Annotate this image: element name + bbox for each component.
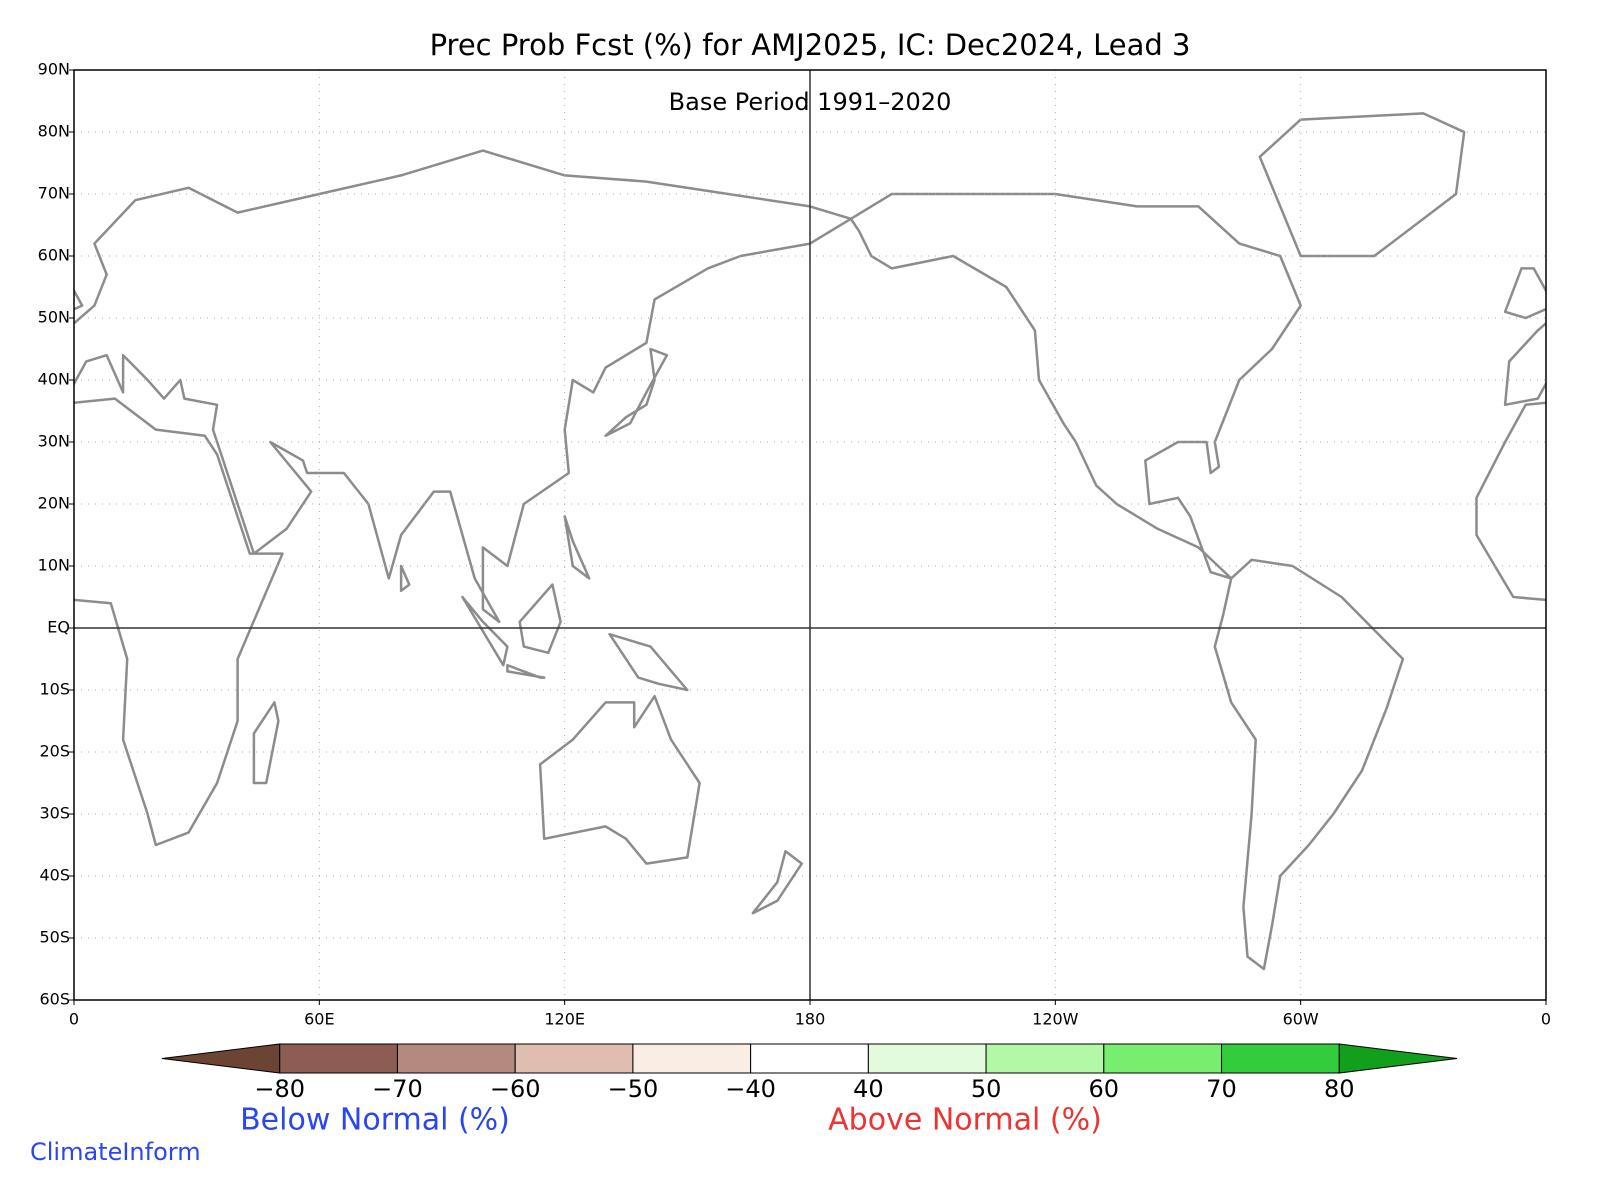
y-tick-label: 20N (38, 494, 70, 513)
below-normal-label: Below Normal (%) (240, 1103, 510, 1138)
coastline (563, 515, 591, 580)
colorbar-label: −60 (490, 1075, 541, 1103)
colorbar-box (514, 1043, 634, 1074)
colorbar-label: 50 (971, 1075, 1002, 1103)
coastline (1258, 112, 1466, 258)
colorbar-box (1221, 1043, 1340, 1074)
coastline (538, 694, 701, 865)
map-title: Prec Prob Fcst (%) for AMJ2025, IC: Dec2… (430, 28, 1191, 62)
y-tick-label: 50N (38, 308, 70, 327)
coastline (461, 595, 509, 667)
y-tick-label: 30S (39, 804, 70, 823)
coastline (608, 632, 689, 692)
x-tick-label: 120E (544, 1010, 585, 1029)
coastline (751, 849, 804, 915)
y-tick-label: 40S (39, 866, 70, 885)
colorbar-box (750, 1043, 869, 1074)
credit: ClimateInform (30, 1138, 201, 1166)
coastline (252, 701, 280, 785)
x-tick-label: 180 (795, 1010, 826, 1029)
map-frame (73, 69, 1547, 1001)
colorbar-label: −50 (608, 1075, 659, 1103)
colorbar-label: 60 (1089, 1075, 1120, 1103)
y-tick-label: 60N (38, 246, 70, 265)
above-normal-label: Above Normal (%) (828, 1103, 1102, 1138)
coastline (74, 397, 284, 847)
colorbar-box (867, 1043, 987, 1074)
coastline (849, 192, 1302, 580)
coastline (74, 149, 853, 624)
x-tick-label: 0 (69, 1010, 79, 1029)
colorbar-box (396, 1043, 516, 1074)
y-tick-label: EQ (47, 618, 70, 637)
colorbar-box (279, 1043, 398, 1074)
y-tick-label: 10N (38, 556, 70, 575)
coastline (1475, 401, 1546, 602)
colorbar-label: −40 (725, 1075, 776, 1103)
colorbar-label: −80 (254, 1075, 305, 1103)
x-tick-label: 0 (1541, 1010, 1551, 1029)
x-tick-label: 120W (1032, 1010, 1079, 1029)
coastline (604, 347, 669, 438)
y-tick-label: 50S (39, 928, 70, 947)
x-tick-label: 60E (304, 1010, 334, 1029)
colorbar-box (632, 1043, 752, 1074)
coastline (518, 583, 562, 655)
y-tick-label: 90N (38, 60, 70, 79)
y-tick-label: 10S (39, 680, 70, 699)
coastline (506, 663, 546, 679)
y-tick-label: 20S (39, 742, 70, 761)
colorbar-label: 80 (1324, 1075, 1355, 1103)
y-tick-label: 30N (38, 432, 70, 451)
y-tick-label: 40N (38, 370, 70, 389)
coastline (1503, 321, 1546, 407)
colorbar-arrow-low (161, 1043, 281, 1074)
colorbar-arrow-high (1338, 1043, 1458, 1074)
colorbar-label: 40 (853, 1075, 884, 1103)
y-tick-label: 60S (39, 990, 70, 1009)
land-layer (74, 112, 1546, 971)
y-tick-label: 70N (38, 184, 70, 203)
colorbar-box (985, 1043, 1105, 1074)
colorbar-label: −70 (372, 1075, 423, 1103)
coastline (399, 564, 411, 593)
colorbar-box (1103, 1043, 1223, 1074)
coastline (1503, 267, 1546, 320)
y-tick-label: 80N (38, 122, 70, 141)
colorbar-label: 70 (1206, 1075, 1237, 1103)
coastline (1213, 558, 1405, 971)
x-tick-label: 60W (1283, 1010, 1319, 1029)
